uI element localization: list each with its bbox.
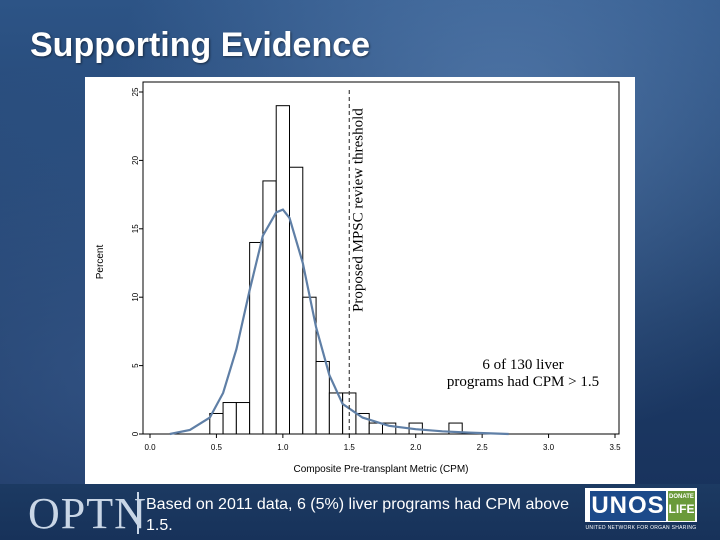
y-tick-label: 15 [131,224,140,233]
x-tick-label: 0.0 [144,443,156,452]
slide-title: Supporting Evidence [30,26,371,64]
threshold-label: Proposed MPSC review threshold [350,108,366,312]
histogram-bar [368,422,384,435]
chart-panel: 0 5 10 15 20 25 0.0 0.5 1.0 1.5 2.0 2.5 3.0 3.5 Propo… [85,77,635,484]
y-tick-label: 25 [131,87,140,96]
histogram-bar [209,412,224,435]
donate-life-badge: DONATE LIFE [668,491,695,521]
life-label: LIFE [668,502,695,516]
histogram-bar [382,422,397,435]
y-tick-label: 10 [131,292,140,301]
histogram-chart: 0 5 10 15 20 25 0.0 0.5 1.0 1.5 2.0 2.5 3.0 3.5 Propo… [95,81,621,475]
slide-caption: Based on 2011 data, 6 (5%) liver program… [146,496,570,534]
x-tick-label: 3.5 [609,443,621,452]
annotation-line-1: 6 of 130 liver [482,357,563,373]
x-tick-label: 1.0 [277,443,289,452]
unos-logo: UNOS DONATE LIFE UNITED NETWORK FOR ORGA… [585,488,697,534]
y-tick-label: 5 [131,363,140,368]
x-axis-label: Composite Pre-transplant Metric (CPM) [293,464,468,475]
histogram-bar [235,402,251,435]
histogram-bar [262,180,277,435]
annotation-line-2: programs had CPM > 1.5 [447,374,599,390]
density-curve [169,208,509,436]
histogram-bar [315,360,330,435]
y-axis-label: Percent [95,245,106,280]
histogram-bar [275,105,290,435]
unos-subtitle: UNITED NETWORK FOR ORGAN SHARING [585,525,697,531]
unos-wordmark: UNOS [590,491,666,521]
y-tick-label: 20 [131,155,140,164]
y-tick-label: 0 [131,431,140,436]
x-tick-label: 1.5 [344,443,356,452]
optn-logo: OPTN [28,489,147,538]
donate-label: DONATE [669,494,694,500]
histogram-bar [222,402,237,435]
histogram-bar [289,166,304,435]
unos-logo-box: UNOS DONATE LIFE [585,488,697,522]
x-tick-label: 2.5 [477,443,489,452]
x-tick-label: 3.0 [543,443,555,452]
x-tick-label: 0.5 [211,443,223,452]
histogram-bar [448,422,463,435]
histogram-bar [249,241,264,435]
x-tick-label: 2.0 [410,443,422,452]
logo-divider [137,492,139,534]
